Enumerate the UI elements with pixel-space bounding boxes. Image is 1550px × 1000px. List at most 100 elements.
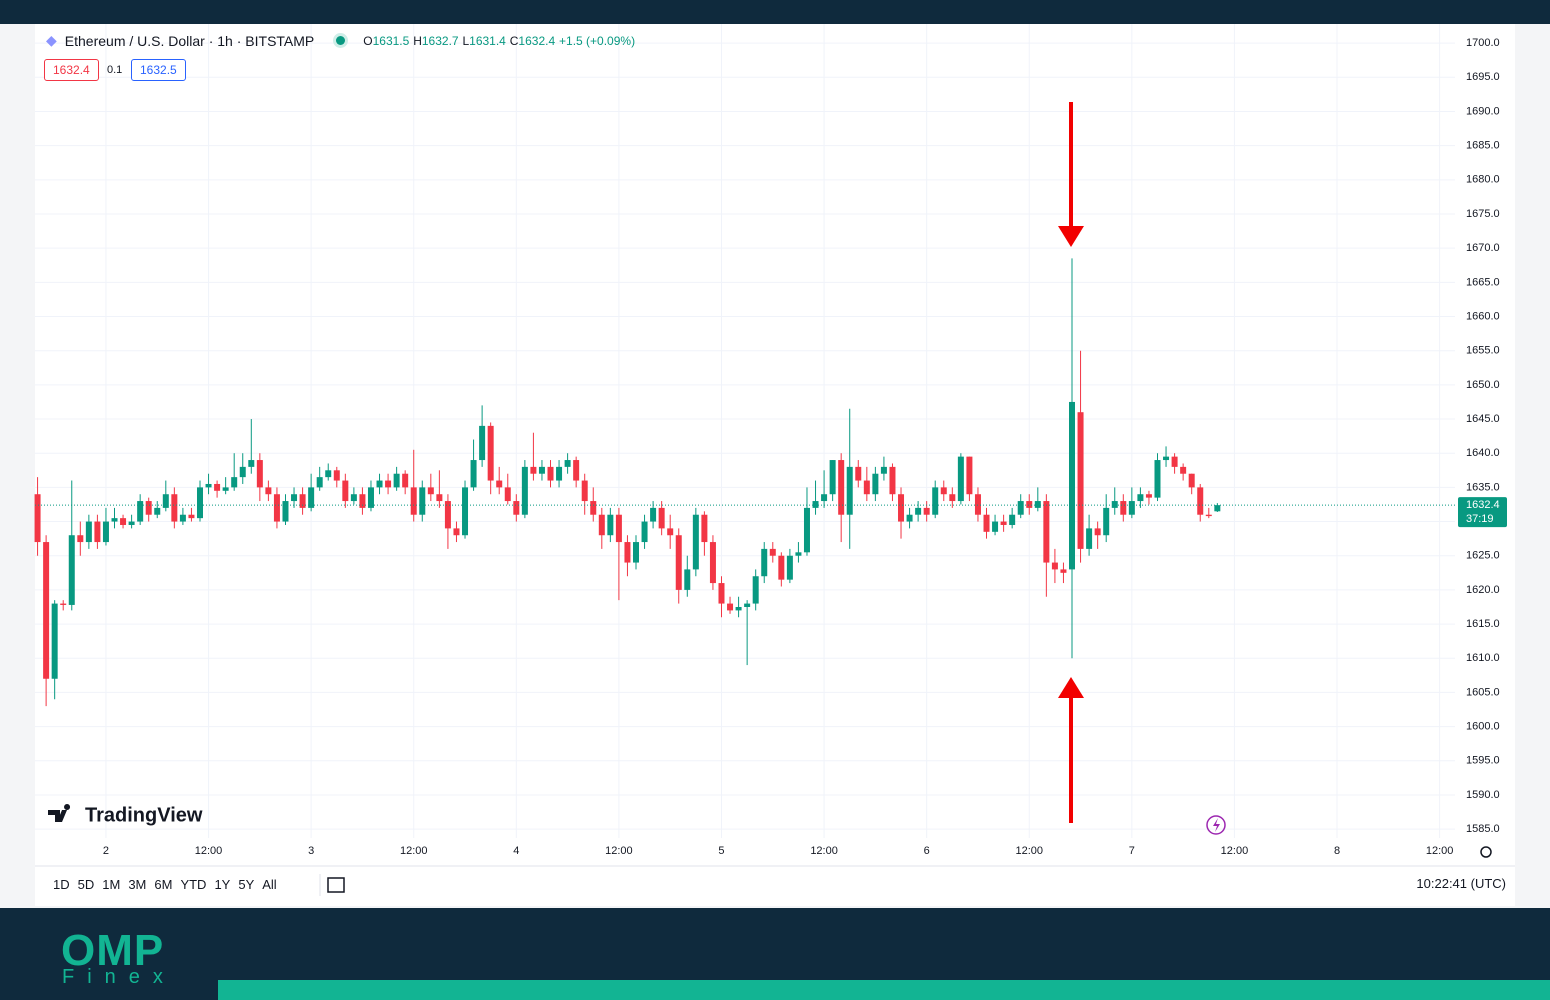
x-tick-label: 3 bbox=[308, 845, 314, 857]
annotation-arrows bbox=[1058, 102, 1084, 823]
y-tick-label: 1665.0 bbox=[1466, 276, 1500, 288]
last-price-tag bbox=[1458, 497, 1507, 528]
candle-body bbox=[966, 456, 973, 495]
footer-logo: OMP bbox=[61, 926, 165, 975]
candle-body bbox=[1069, 401, 1076, 570]
candle-body bbox=[1060, 569, 1067, 573]
candle-body bbox=[436, 494, 443, 502]
date-range-icon[interactable] bbox=[319, 874, 345, 896]
candle-body bbox=[333, 470, 340, 481]
candle-body bbox=[786, 555, 793, 580]
candle-body bbox=[684, 569, 691, 590]
candle-body bbox=[598, 514, 605, 536]
candle-body bbox=[1017, 501, 1024, 515]
candle-body bbox=[111, 518, 118, 522]
settings-icon[interactable] bbox=[1480, 846, 1492, 858]
alert-icon[interactable] bbox=[1206, 815, 1226, 835]
y-tick-label: 1650.0 bbox=[1466, 379, 1500, 391]
candle-body bbox=[718, 583, 725, 604]
candle-body bbox=[385, 480, 392, 488]
candle-body bbox=[85, 521, 92, 543]
range-button[interactable]: 6M bbox=[154, 877, 173, 892]
range-button[interactable]: 1D bbox=[53, 877, 70, 892]
candle-body bbox=[154, 507, 161, 515]
candle-body bbox=[205, 483, 212, 488]
candle-body bbox=[778, 555, 785, 580]
candle-body bbox=[51, 603, 58, 679]
x-tick-label: 12:00 bbox=[1426, 845, 1454, 857]
x-tick-label: 2 bbox=[103, 845, 109, 857]
range-button[interactable]: 3M bbox=[128, 877, 147, 892]
alert-bolt bbox=[1213, 818, 1220, 832]
symbol-header: ◆ Ethereum / U.S. Dollar · 1h · BITSTAMP… bbox=[46, 32, 636, 49]
candle-body bbox=[487, 425, 494, 481]
candle-body bbox=[898, 494, 905, 522]
candle-body bbox=[231, 477, 238, 488]
footer: OMP Finex bbox=[0, 908, 1550, 1000]
candle-body bbox=[1214, 505, 1221, 512]
y-tick-label: 1700.0 bbox=[1466, 37, 1500, 49]
candle-body bbox=[410, 487, 417, 515]
candle-body bbox=[1188, 473, 1195, 488]
candle-body bbox=[846, 466, 853, 515]
candle-body bbox=[427, 487, 434, 495]
range-button[interactable]: All bbox=[262, 877, 277, 892]
candle-body bbox=[949, 494, 956, 502]
candle-body bbox=[573, 460, 580, 481]
candle-body bbox=[1094, 528, 1101, 536]
range-button[interactable]: 5Y bbox=[238, 877, 255, 892]
y-tick-label: 1595.0 bbox=[1466, 755, 1500, 767]
status-dot bbox=[336, 36, 346, 45]
candle-body bbox=[282, 501, 289, 522]
candle-body bbox=[667, 528, 674, 536]
candle-body bbox=[1034, 501, 1041, 508]
candle-body bbox=[145, 501, 152, 515]
candle-body bbox=[171, 494, 178, 522]
candle-body bbox=[1120, 501, 1127, 515]
candle-body bbox=[581, 480, 588, 502]
candle-body bbox=[162, 494, 169, 508]
candle-body bbox=[727, 603, 734, 611]
range-button[interactable]: 1M bbox=[102, 877, 121, 892]
x-tick-label: 12:00 bbox=[1221, 845, 1249, 857]
candle-body bbox=[735, 606, 742, 611]
candle-body bbox=[624, 542, 631, 563]
candle-body bbox=[829, 460, 836, 495]
candle-body bbox=[419, 487, 426, 515]
y-tick-label: 1585.0 bbox=[1466, 823, 1500, 835]
candle-body bbox=[402, 473, 409, 488]
candle-body bbox=[342, 480, 349, 502]
ohlc-letter: L bbox=[462, 33, 470, 48]
candle-body bbox=[504, 487, 511, 502]
candle-body bbox=[1026, 501, 1033, 508]
candle-body bbox=[564, 460, 571, 467]
y-tick-label: 1610.0 bbox=[1466, 652, 1500, 664]
range-button[interactable]: YTD bbox=[180, 877, 207, 892]
ohlc-letter: O bbox=[363, 33, 373, 48]
candle-body bbox=[256, 460, 263, 488]
y-tick-label: 1695.0 bbox=[1466, 71, 1500, 83]
range-button[interactable]: 5D bbox=[77, 877, 95, 892]
candle-body bbox=[68, 535, 75, 605]
ohlc-value: 1632.4 bbox=[518, 33, 556, 48]
x-tick-label: 5 bbox=[718, 845, 724, 857]
candle-body bbox=[367, 487, 374, 508]
range-button[interactable]: 1Y bbox=[214, 877, 231, 892]
y-tick-label: 1615.0 bbox=[1466, 618, 1500, 630]
candle-body bbox=[863, 480, 870, 495]
ask-box[interactable]: 1632.5 bbox=[131, 59, 186, 81]
candle-body bbox=[34, 494, 41, 543]
ohlc-value: 1632.7 bbox=[421, 33, 459, 48]
x-tick-label: 12:00 bbox=[195, 845, 223, 857]
candle-body bbox=[752, 576, 759, 604]
candle-body bbox=[102, 521, 109, 543]
candle-body bbox=[983, 514, 990, 532]
symbol[interactable]: Ethereum / U.S. Dollar · 1h · BITSTAMP bbox=[64, 32, 315, 49]
candle-body bbox=[641, 521, 648, 543]
bid-box[interactable]: 1632.4 bbox=[44, 59, 99, 81]
y-tick-label: 1675.0 bbox=[1466, 208, 1500, 220]
ohlc-value: 1631.5 bbox=[372, 33, 410, 48]
candle-body bbox=[196, 487, 203, 519]
candle-body bbox=[803, 507, 810, 553]
